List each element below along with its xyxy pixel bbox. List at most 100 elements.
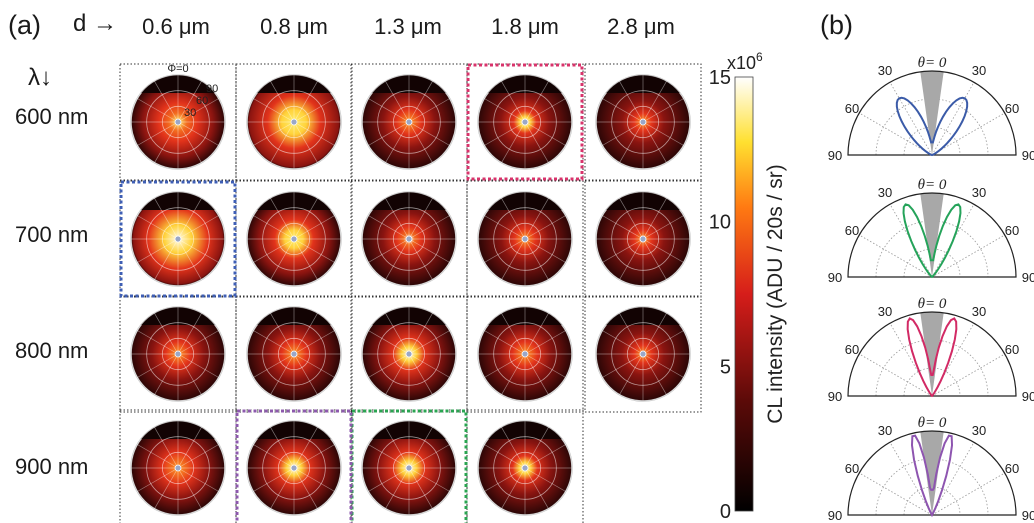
angular-pattern-0-3 <box>477 74 573 170</box>
angular-pattern-1-0 <box>130 191 226 287</box>
angle-label-30-2: 30 <box>878 304 892 319</box>
cell-frame-2-0 <box>119 295 237 413</box>
colorbar-tick-3: 0 <box>720 501 731 523</box>
theta-label-0: θ= 0 <box>918 55 947 71</box>
angle-label-60-2: 60 <box>845 342 859 357</box>
emission-curve-0 <box>895 96 969 156</box>
angle-label-30-0: 30 <box>972 63 986 78</box>
cell-frame-1-3 <box>466 180 584 298</box>
cell-frame-1-2 <box>350 180 468 298</box>
cell-frame-0-4 <box>584 63 702 181</box>
polar-plot-0: θ= 0 30 30 60 60 90 90 <box>828 55 1034 163</box>
angle-label-90-2: 90 <box>1022 389 1034 404</box>
colorbar <box>734 76 754 512</box>
angular-pattern-1-1 <box>246 191 342 287</box>
angle-label-30-1: 30 <box>878 185 892 200</box>
polar-plot-1: θ= 0 30 30 60 60 90 90 <box>828 177 1034 285</box>
angle-label-90-3: 90 <box>1022 508 1034 523</box>
angle-label-90-0: 90 <box>828 148 842 163</box>
emission-curve-1 <box>902 203 962 279</box>
angle-label-90-0: 90 <box>1022 148 1034 163</box>
right-arrow-icon: → <box>93 10 118 37</box>
angular-pattern-0-1 <box>246 74 342 170</box>
row-label-700: 700 nm <box>15 222 89 247</box>
row-label-600: 600 nm <box>15 104 89 129</box>
angular-pattern-0-2 <box>361 74 457 170</box>
panel-b-tag: (b) <box>820 10 853 40</box>
angular-pattern-0-4 <box>595 74 691 170</box>
d-axis-symbol: d <box>73 10 87 37</box>
polar-plot-3: θ= 0 30 30 60 60 90 90 <box>828 415 1034 523</box>
cell-frame-2-1 <box>235 295 353 413</box>
polar-plot-2: θ= 0 30 30 60 60 90 90 <box>828 296 1034 404</box>
angle-label-60-3: 60 <box>845 461 859 476</box>
angle-label-90-2: 90 <box>828 389 842 404</box>
column-header-d-1: 0.8 μm <box>260 14 328 39</box>
angle-label-90-3: 90 <box>828 508 842 523</box>
angle-label-60-2: 60 <box>1005 342 1019 357</box>
angular-pattern-1-2 <box>361 191 457 287</box>
cell-frame-0-2 <box>350 63 468 181</box>
angle-label-30-3: 30 <box>972 423 986 438</box>
angle-label-60-1: 60 <box>845 223 859 238</box>
highlight-frame-0 <box>466 63 584 181</box>
polar-label-90: 90 <box>206 83 218 95</box>
angle-label-60-0: 60 <box>845 101 859 116</box>
lambda-axis-symbol: λ <box>28 64 40 91</box>
angular-pattern-0-0 <box>130 74 226 170</box>
cell-frame-2-2 <box>350 295 468 413</box>
angular-pattern-2-1 <box>246 306 342 402</box>
angle-label-60-3: 60 <box>1005 461 1019 476</box>
angle-label-60-1: 60 <box>1005 223 1019 238</box>
angle-label-30-2: 30 <box>972 304 986 319</box>
column-header-d-2: 1.3 μm <box>374 14 442 39</box>
column-header-d-3: 1.8 μm <box>491 14 559 39</box>
angular-pattern-3-2 <box>361 420 457 516</box>
angular-pattern-3-1 <box>246 420 342 516</box>
emission-curve-3 <box>910 434 954 517</box>
cell-frame-0-0 <box>119 63 237 181</box>
highlight-frame-1 <box>119 180 237 298</box>
column-header-d-4: 2.8 μm <box>607 14 675 39</box>
angular-pattern-2-0 <box>130 306 226 402</box>
row-label-900: 900 nm <box>15 454 89 479</box>
row-label-800: 800 nm <box>15 338 89 363</box>
angle-label-30-3: 30 <box>878 423 892 438</box>
angular-pattern-3-0 <box>130 420 226 516</box>
theta-label-2: θ= 0 <box>918 296 947 312</box>
colorbar-tick-0: 15 <box>709 67 731 89</box>
phi-label: Φ=0 <box>167 63 188 75</box>
angle-label-90-1: 90 <box>1022 270 1034 285</box>
column-header-d-0: 0.6 μm <box>142 14 210 39</box>
theta-label-3: θ= 0 <box>918 415 947 431</box>
panel-a-tag: (a) <box>8 10 41 40</box>
angular-pattern-1-4 <box>595 191 691 287</box>
angle-label-30-1: 30 <box>972 185 986 200</box>
down-arrow-icon: ↓ <box>40 64 52 91</box>
angular-pattern-2-2 <box>361 306 457 402</box>
cell-frame-0-1 <box>235 63 353 181</box>
colorbar-tick-2: 5 <box>720 356 731 378</box>
angular-pattern-2-3 <box>477 306 573 402</box>
cell-frame-1-4 <box>584 180 702 298</box>
polar-label-30: 30 <box>184 107 196 119</box>
lambda-axis-label: λ↓ <box>28 64 52 92</box>
angular-pattern-3-3 <box>477 420 573 516</box>
highlight-frame-3 <box>235 409 353 523</box>
theta-label-1: θ= 0 <box>918 177 947 193</box>
colorbar-multiplier: x106 <box>727 50 763 73</box>
d-axis-label: d → <box>73 10 117 38</box>
cell-frame-2-3 <box>466 295 584 413</box>
angle-label-90-1: 90 <box>828 270 842 285</box>
cell-frame-2-4 <box>584 295 702 413</box>
polar-label-60: 60 <box>196 95 208 107</box>
colorbar-title: CL intensity (ADU / 20s / sr) <box>764 164 787 423</box>
emission-curve-2 <box>906 317 958 398</box>
colorbar-tick-1: 10 <box>709 212 731 234</box>
angular-pattern-1-3 <box>477 191 573 287</box>
cell-frame-3-0 <box>119 409 237 523</box>
angular-pattern-2-4 <box>595 306 691 402</box>
angle-label-30-0: 30 <box>878 63 892 78</box>
angle-label-60-0: 60 <box>1005 101 1019 116</box>
